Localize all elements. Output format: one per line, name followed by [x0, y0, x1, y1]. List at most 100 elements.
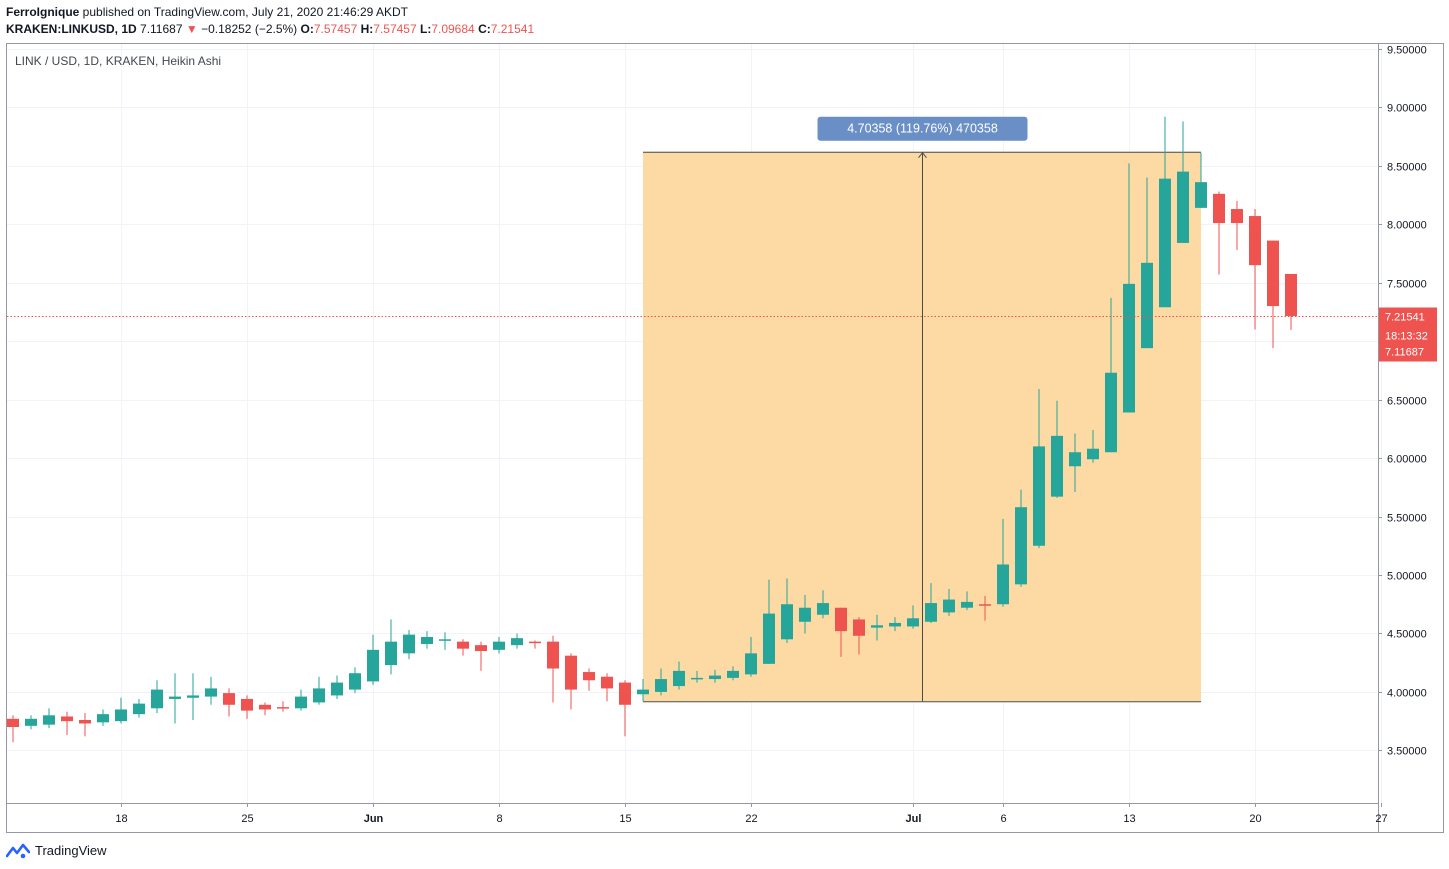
candle[interactable] — [457, 639, 469, 656]
candle[interactable] — [169, 673, 181, 724]
candle[interactable] — [43, 708, 55, 729]
last-price-badge[interactable] — [1379, 307, 1437, 326]
candle[interactable] — [853, 617, 865, 655]
candle[interactable] — [7, 715, 19, 743]
candle[interactable] — [1195, 152, 1207, 208]
candle[interactable] — [115, 697, 127, 724]
candle[interactable] — [421, 631, 433, 649]
candle[interactable] — [583, 668, 595, 691]
candle[interactable] — [637, 679, 649, 702]
candle[interactable] — [1267, 240, 1279, 349]
candle[interactable] — [151, 680, 163, 713]
candle[interactable] — [907, 605, 919, 629]
candle-body — [115, 709, 127, 722]
author-name[interactable]: FerroIgnique — [6, 5, 80, 19]
candle[interactable] — [979, 596, 991, 621]
open-label: O: — [300, 22, 314, 36]
candle-body — [691, 677, 703, 680]
candle[interactable] — [25, 715, 37, 730]
high-label: H: — [360, 22, 374, 36]
candle[interactable] — [691, 670, 703, 683]
time-tick-label: 6 — [1000, 813, 1006, 825]
candle[interactable] — [601, 673, 613, 702]
candle[interactable] — [1141, 177, 1153, 349]
candle[interactable] — [889, 617, 901, 632]
candle[interactable] — [835, 607, 847, 657]
candle[interactable] — [79, 712, 91, 737]
time-tick-label: 15 — [619, 813, 631, 825]
candle[interactable] — [1285, 273, 1297, 330]
low-value: 7.09684 — [431, 22, 475, 36]
candle[interactable] — [709, 669, 721, 683]
candle[interactable] — [295, 689, 307, 711]
candle[interactable] — [1231, 200, 1243, 250]
time-tick-label: 8 — [496, 813, 502, 825]
candle-body — [7, 718, 19, 727]
candle-body — [475, 645, 487, 651]
candle[interactable] — [313, 676, 325, 705]
candle[interactable] — [763, 579, 775, 664]
candle-body — [709, 675, 721, 680]
candle[interactable] — [439, 632, 451, 650]
candle[interactable] — [943, 589, 955, 616]
candle[interactable] — [1249, 209, 1261, 330]
candle[interactable] — [187, 673, 199, 720]
candle[interactable] — [61, 711, 73, 736]
candle[interactable] — [799, 594, 811, 634]
candle[interactable] — [529, 640, 541, 649]
candle[interactable] — [97, 709, 109, 726]
price-range-label-box[interactable] — [817, 116, 1028, 141]
candle[interactable] — [205, 676, 217, 705]
price-range-tool[interactable]: 4.70358 (119.76%) 470358 — [643, 116, 1201, 703]
candle[interactable] — [277, 701, 289, 712]
candle[interactable] — [133, 698, 145, 718]
candle-body — [655, 679, 667, 692]
candle[interactable] — [925, 583, 937, 623]
tradingview-footer[interactable]: TradingView — [6, 842, 107, 860]
candle[interactable] — [1159, 116, 1171, 308]
candle[interactable] — [1105, 297, 1117, 453]
candle[interactable] — [997, 518, 1009, 607]
candle[interactable] — [1015, 489, 1027, 587]
candle[interactable] — [673, 661, 685, 690]
candle[interactable] — [547, 635, 559, 703]
candle-body — [1069, 452, 1081, 467]
candle[interactable] — [259, 702, 271, 716]
candle[interactable] — [871, 614, 883, 641]
candle[interactable] — [349, 667, 361, 694]
candle-body — [943, 599, 955, 613]
candle[interactable] — [331, 675, 343, 699]
candle[interactable] — [1177, 121, 1189, 243]
candle[interactable] — [241, 695, 253, 719]
candle[interactable] — [727, 666, 739, 681]
close-label: C: — [478, 22, 491, 36]
candle-body — [853, 619, 865, 636]
candle[interactable] — [961, 591, 973, 611]
candle[interactable] — [781, 578, 793, 643]
time-axis[interactable]: 18 25 Jun 8 15 22 Jul 6 13 20 27 — [115, 803, 1388, 825]
candle-body — [439, 639, 451, 641]
candle-body — [1105, 372, 1117, 453]
candle[interactable] — [367, 634, 379, 685]
candle[interactable] — [1087, 430, 1099, 463]
candle[interactable] — [493, 636, 505, 654]
countdown-badge[interactable] — [1379, 325, 1437, 362]
candle[interactable] — [817, 590, 829, 619]
candle[interactable] — [1213, 191, 1225, 275]
candle[interactable] — [1069, 433, 1081, 492]
candle[interactable] — [565, 653, 577, 710]
candle-body — [799, 607, 811, 622]
candle[interactable] — [475, 641, 487, 671]
candle[interactable] — [511, 633, 523, 649]
candle[interactable] — [655, 668, 667, 696]
candle[interactable] — [385, 619, 397, 675]
candle-body — [781, 604, 793, 640]
candle[interactable] — [1033, 389, 1045, 549]
candle[interactable] — [745, 636, 757, 677]
price-axis[interactable]: 3.50000 4.00000 4.50000 5.00000 5.50000 6.000… — [1378, 45, 1437, 758]
candle[interactable] — [619, 680, 631, 737]
candle[interactable] — [1051, 400, 1063, 498]
candle[interactable] — [223, 688, 235, 717]
candle[interactable] — [403, 629, 415, 660]
